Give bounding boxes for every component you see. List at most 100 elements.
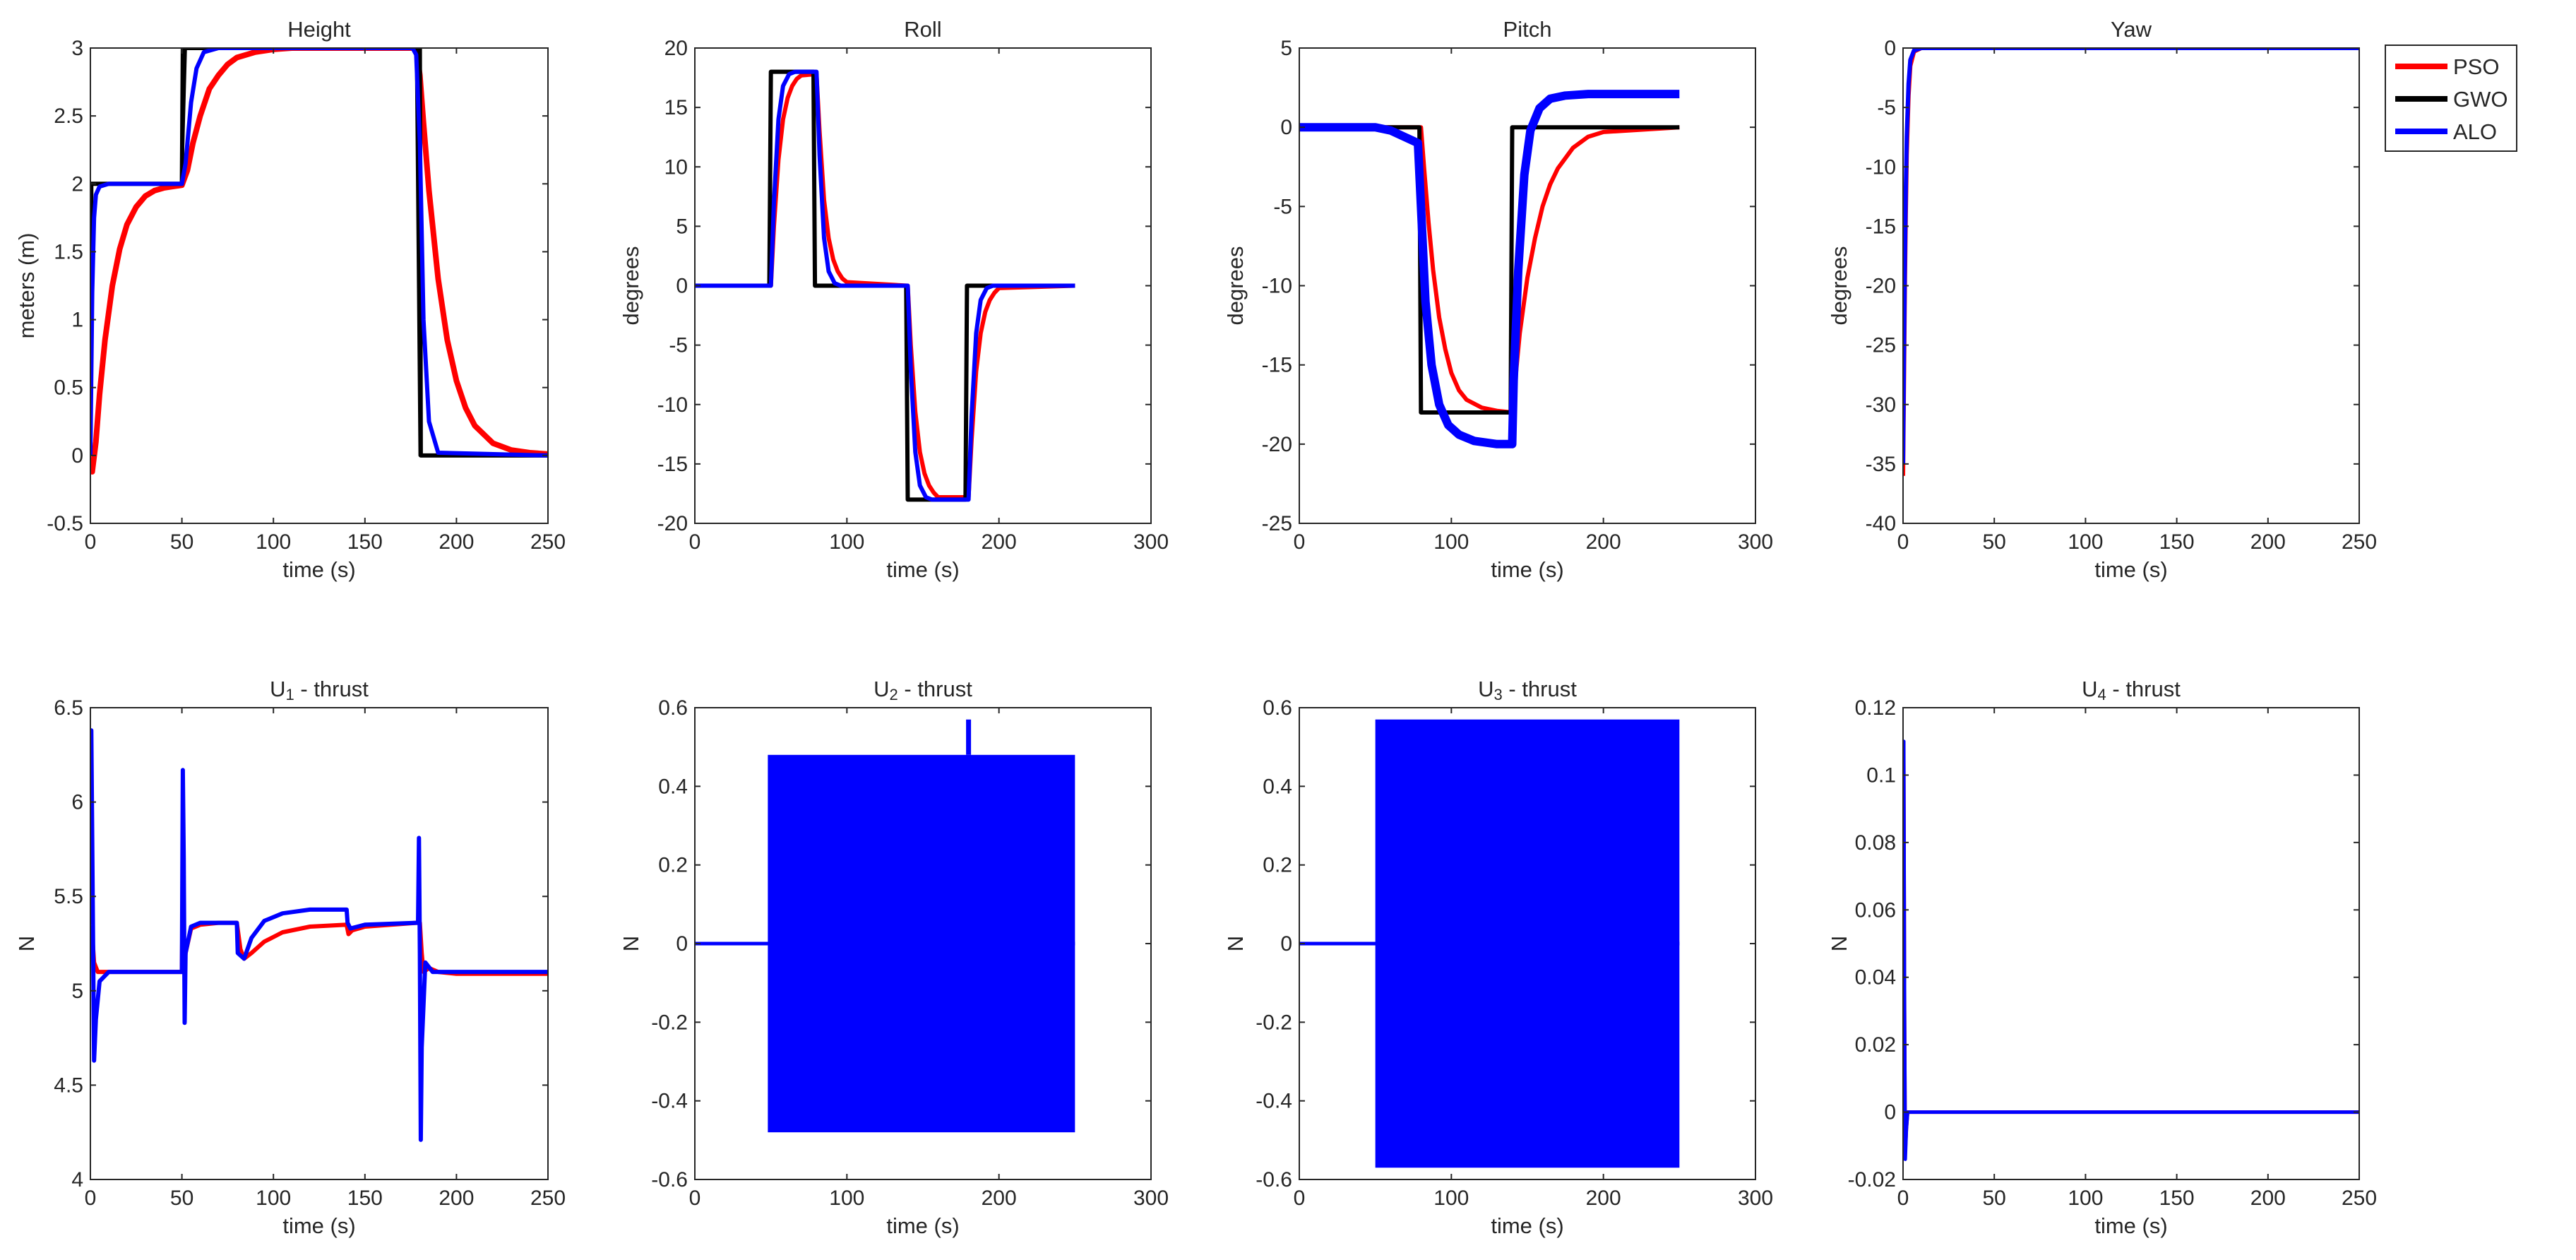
y-tick-label: 0	[1884, 1101, 1896, 1124]
y-tick-label: 0.6	[658, 696, 688, 720]
y-tick-label: 10	[664, 155, 688, 179]
y-tick-label: -15	[657, 453, 688, 476]
chart-title: U1 - thrust	[270, 677, 369, 703]
data-layer	[695, 719, 1075, 1133]
y-tick-label: -25	[1262, 512, 1292, 535]
y-tick-label: 0.1	[1866, 763, 1896, 787]
data-layer	[695, 69, 1075, 502]
x-tick-label: 100	[2068, 530, 2103, 554]
data-layer	[1299, 719, 1680, 1168]
y-tick-label: -0.6	[1256, 1168, 1292, 1191]
data-layer	[1903, 739, 2359, 1161]
series-line-alo-3	[695, 69, 1075, 502]
y-tick-label: -10	[1866, 155, 1896, 179]
x-tick-label: 100	[829, 1187, 864, 1210]
subplot-5: 0 50 100 150 200 250 4 4.5 5 5.5 6 6.5 U1 - thrust ti…	[14, 677, 566, 1238]
y-tick-label: 4.5	[54, 1074, 83, 1097]
y-tick-label: 0.06	[1855, 898, 1896, 922]
y-axis-label: N	[1223, 936, 1248, 951]
x-tick-label: 50	[170, 1187, 193, 1210]
x-tick-label: 50	[170, 530, 193, 554]
series-line-alo-2	[1903, 48, 2359, 464]
y-tick-label: 6.5	[54, 696, 83, 720]
chart-title: Roll	[904, 17, 941, 42]
y-tick-label: -0.4	[651, 1090, 688, 1113]
y-tick-label: 0.08	[1855, 831, 1896, 855]
plot-area	[1903, 708, 2359, 1179]
title-subscript: 2	[890, 686, 898, 703]
x-tick-label: 200	[1586, 530, 1621, 554]
chart-title: U3 - thrust	[1478, 677, 1577, 703]
x-axis-label: time (s)	[282, 1213, 355, 1238]
y-tick-label: 6	[71, 791, 83, 814]
y-tick-label: -0.6	[651, 1168, 688, 1191]
x-tick-label: 100	[2068, 1187, 2103, 1210]
x-tick-label: 0	[1294, 1187, 1306, 1210]
y-tick-label: -15	[1262, 354, 1292, 377]
chart-title: Pitch	[1503, 17, 1552, 42]
y-axis-label: meters (m)	[14, 233, 39, 339]
x-tick-label: 100	[829, 530, 864, 554]
x-tick-label: 0	[689, 1187, 701, 1210]
subplot-4: 0 50 100 150 200 250 -40 -35 -30 -25 -20 -15 -10 -5 0 Y…	[1827, 17, 2377, 582]
axes-frame	[1902, 707, 2360, 1180]
x-tick-label: 250	[530, 1187, 566, 1210]
y-tick-label: 0.5	[54, 376, 83, 400]
x-tick-label: 100	[256, 1187, 291, 1210]
y-tick-label: 0.02	[1855, 1033, 1896, 1057]
x-tick-label: 300	[1738, 530, 1773, 554]
y-axis-label: degrees	[619, 246, 643, 325]
y-tick-label: 1.5	[54, 240, 83, 263]
y-tick-label: -35	[1866, 453, 1896, 476]
subplot-7: 0 100 200 300 -0.6 -0.4 -0.2 0 0.2 0.4 0.6 U3 - thr…	[1223, 677, 1773, 1238]
x-tick-label: 0	[689, 530, 701, 554]
title-rest: - thrust	[898, 677, 972, 701]
x-tick-label: 300	[1133, 530, 1169, 554]
subplot-3: 0 100 200 300 -25 -20 -15 -10 -5 0 5 Pitch time (s) d…	[1223, 17, 1773, 582]
y-tick-label: 0.2	[658, 854, 688, 877]
plot-area	[90, 48, 548, 523]
x-tick-label: 200	[982, 530, 1017, 554]
y-tick-label: 1	[71, 309, 83, 332]
y-tick-label: -0.2	[1256, 1011, 1292, 1034]
y-tick-label: 0	[71, 444, 83, 468]
y-tick-label: -30	[1866, 393, 1896, 417]
x-tick-label: 200	[439, 530, 474, 554]
x-tick-label: 0	[1897, 1187, 1909, 1210]
y-tick-label: 0	[1884, 37, 1896, 60]
y-tick-label: 0.6	[1263, 696, 1292, 720]
title-subscript: 1	[286, 686, 294, 703]
y-tick-label: 15	[664, 96, 688, 119]
subplot-1: 0 50 100 150 200 250-0.500.511.522.53Heightti…	[14, 17, 566, 582]
y-tick-label: -5	[669, 334, 688, 357]
y-tick-label: -15	[1866, 215, 1896, 238]
legend: PSO GWO ALO	[2385, 44, 2517, 152]
x-tick-label: 100	[1433, 530, 1469, 554]
x-tick-label: 150	[347, 530, 383, 554]
y-tick-label: -0.02	[1848, 1168, 1896, 1191]
series-line-gwo-2	[1299, 125, 1680, 415]
title-rest: - thrust	[2106, 677, 2181, 701]
x-tick-label: 250	[2342, 1187, 2377, 1210]
series-line-alo-4	[90, 48, 548, 458]
subplot-6: 0 100 200 300 -0.6 -0.4 -0.2 0 0.2 0.4 0.6 U2 - thr…	[619, 677, 1169, 1238]
series-line-pso-1	[90, 48, 548, 475]
y-axis-label: N	[1827, 936, 1852, 951]
data-layer	[1299, 90, 1680, 448]
chart-title: Yaw	[2111, 17, 2152, 42]
y-axis-label: degrees	[1223, 246, 1248, 325]
x-axis-label: time (s)	[1491, 557, 1563, 582]
y-tick-label: 0.04	[1855, 966, 1896, 989]
x-tick-label: 300	[1738, 1187, 1773, 1210]
y-tick-label: 0.12	[1855, 696, 1896, 720]
plot-area	[1903, 48, 2359, 523]
subplot-2: 0 100 200 300 -20 -15 -10 -5 0 5 10 15 20 Roll time (s…	[619, 17, 1169, 582]
chart-title: U4 - thrust	[2082, 677, 2181, 703]
x-tick-label: 200	[2250, 530, 2286, 554]
legend-label-pso: PSO	[2453, 54, 2499, 79]
y-tick-label: -20	[1262, 433, 1292, 456]
y-tick-label: -0.4	[1256, 1090, 1292, 1113]
y-tick-label: 0.2	[1263, 854, 1292, 877]
y-tick-label: 0	[676, 932, 688, 956]
